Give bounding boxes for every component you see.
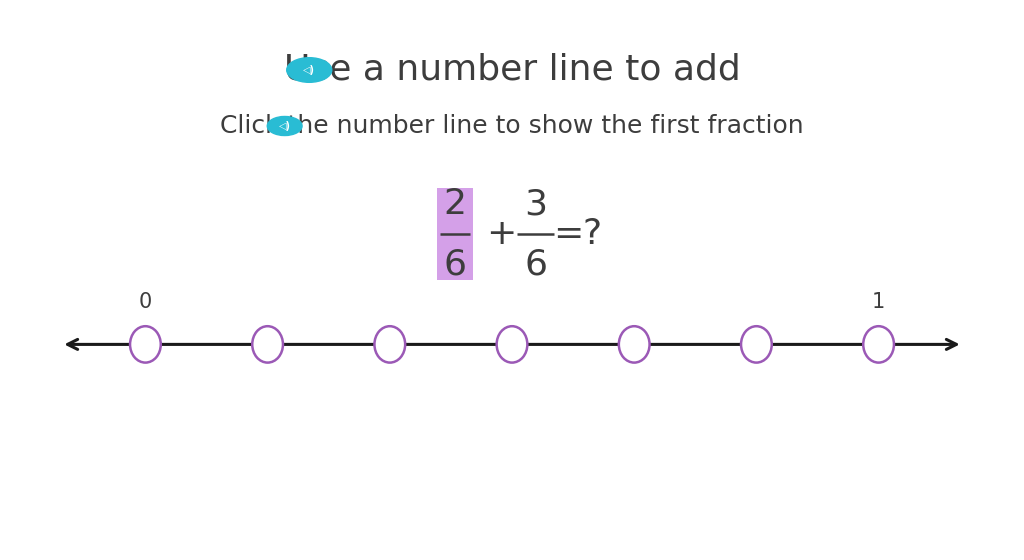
Ellipse shape [252, 326, 283, 363]
Text: ◁): ◁) [303, 65, 315, 75]
Text: ◁): ◁) [279, 121, 291, 131]
FancyBboxPatch shape [437, 188, 473, 280]
Text: 0: 0 [139, 292, 152, 312]
Text: 2: 2 [443, 188, 466, 221]
Text: 6: 6 [443, 248, 466, 281]
Text: ?: ? [583, 217, 601, 251]
Ellipse shape [497, 326, 527, 363]
Text: 6: 6 [524, 248, 547, 281]
Ellipse shape [741, 326, 772, 363]
Ellipse shape [375, 326, 406, 363]
Text: Click the number line to show the first fraction: Click the number line to show the first … [220, 114, 804, 138]
Text: 1: 1 [872, 292, 885, 312]
Text: Use a number line to add: Use a number line to add [284, 53, 740, 87]
Ellipse shape [130, 326, 161, 363]
Circle shape [267, 116, 302, 136]
Ellipse shape [618, 326, 649, 363]
Text: +: + [486, 217, 517, 251]
Text: 3: 3 [524, 188, 547, 221]
Text: =: = [553, 217, 584, 251]
Ellipse shape [863, 326, 894, 363]
Circle shape [287, 58, 332, 82]
